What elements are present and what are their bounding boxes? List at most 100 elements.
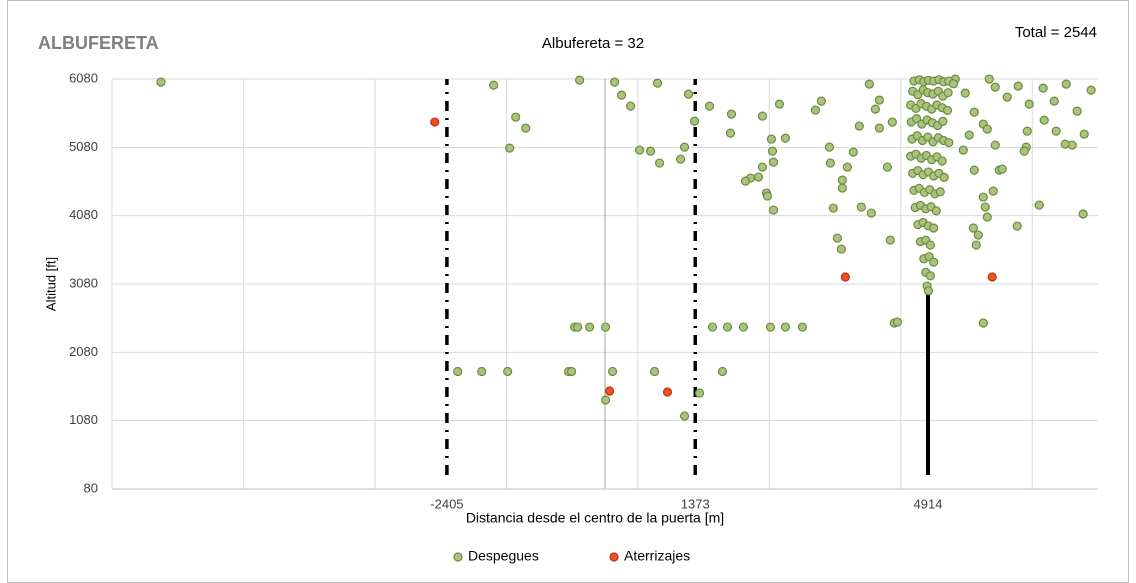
point — [768, 205, 779, 215]
point — [675, 154, 686, 164]
point — [521, 123, 531, 133]
point — [679, 411, 690, 421]
point — [958, 145, 968, 155]
total-annotation: Total = 2544 — [1015, 24, 1097, 41]
point — [969, 107, 979, 117]
x-tick-label: 1373 — [681, 496, 710, 511]
point — [774, 99, 785, 109]
point — [717, 366, 728, 377]
point — [1022, 126, 1032, 136]
point — [740, 176, 751, 186]
point — [923, 286, 934, 296]
point — [892, 317, 902, 327]
point — [600, 322, 611, 332]
point — [980, 202, 990, 212]
point — [864, 79, 874, 89]
point — [616, 90, 627, 100]
point — [567, 366, 577, 377]
point — [1013, 81, 1023, 91]
point — [645, 146, 656, 156]
point — [757, 162, 768, 172]
point — [738, 322, 749, 332]
point — [939, 172, 949, 182]
point — [943, 88, 953, 98]
point — [726, 109, 737, 119]
point — [982, 124, 992, 134]
point — [1060, 139, 1070, 149]
point — [689, 116, 700, 126]
point — [929, 223, 939, 233]
point — [978, 318, 988, 328]
point — [511, 112, 521, 122]
point — [503, 366, 513, 377]
x-tick-label: 4914 — [914, 496, 943, 511]
point — [836, 244, 846, 254]
x-tick-label: -2405 — [430, 496, 463, 511]
point — [854, 121, 864, 131]
point — [837, 175, 847, 185]
point — [605, 386, 615, 396]
point — [625, 101, 636, 111]
point — [707, 322, 718, 332]
point — [931, 206, 941, 216]
point — [997, 164, 1007, 174]
y-tick-label: 1080 — [69, 412, 98, 427]
point — [971, 240, 981, 250]
y-tick-label: 4080 — [69, 207, 98, 222]
point — [768, 157, 779, 167]
point — [489, 80, 499, 90]
point — [938, 116, 948, 126]
point — [982, 212, 992, 222]
point — [874, 95, 884, 105]
point — [1034, 200, 1044, 210]
chart-subtitle: Albufereta = 32 — [542, 35, 644, 52]
y-tick-label: 5080 — [69, 139, 98, 154]
point — [1012, 221, 1022, 231]
point — [925, 271, 935, 281]
y-tick-label: 3080 — [69, 275, 98, 290]
point — [837, 183, 847, 193]
point — [753, 172, 764, 182]
point — [156, 77, 166, 87]
y-tick-label: 2080 — [69, 344, 98, 359]
point — [885, 235, 895, 245]
point — [762, 191, 773, 201]
point — [694, 388, 705, 398]
point — [944, 137, 954, 148]
point — [942, 105, 953, 116]
point — [780, 322, 791, 332]
y-axis-title: Altitud [ft] — [43, 257, 58, 311]
legend-label: Despegues — [468, 548, 539, 564]
point — [911, 114, 922, 124]
point — [1079, 129, 1089, 139]
point — [453, 366, 463, 377]
point — [725, 128, 736, 138]
point — [824, 142, 835, 152]
legend-label: Aterrizajes — [624, 548, 690, 564]
point — [430, 117, 440, 127]
point — [600, 395, 611, 405]
point — [575, 75, 585, 85]
point — [585, 322, 595, 332]
point — [797, 322, 807, 332]
point — [866, 208, 876, 218]
point — [925, 240, 935, 250]
point — [780, 133, 791, 143]
point — [810, 105, 821, 115]
point — [964, 130, 974, 140]
point — [937, 156, 947, 166]
point — [969, 165, 979, 175]
point — [649, 366, 660, 377]
y-tick-label: 6080 — [69, 70, 98, 85]
point — [1051, 126, 1061, 136]
point — [887, 117, 897, 127]
point — [573, 322, 583, 332]
point — [1049, 96, 1059, 106]
point — [990, 140, 1000, 150]
point — [935, 187, 945, 197]
point — [1072, 106, 1082, 116]
point — [652, 78, 663, 88]
point — [679, 142, 690, 152]
point — [870, 104, 880, 114]
